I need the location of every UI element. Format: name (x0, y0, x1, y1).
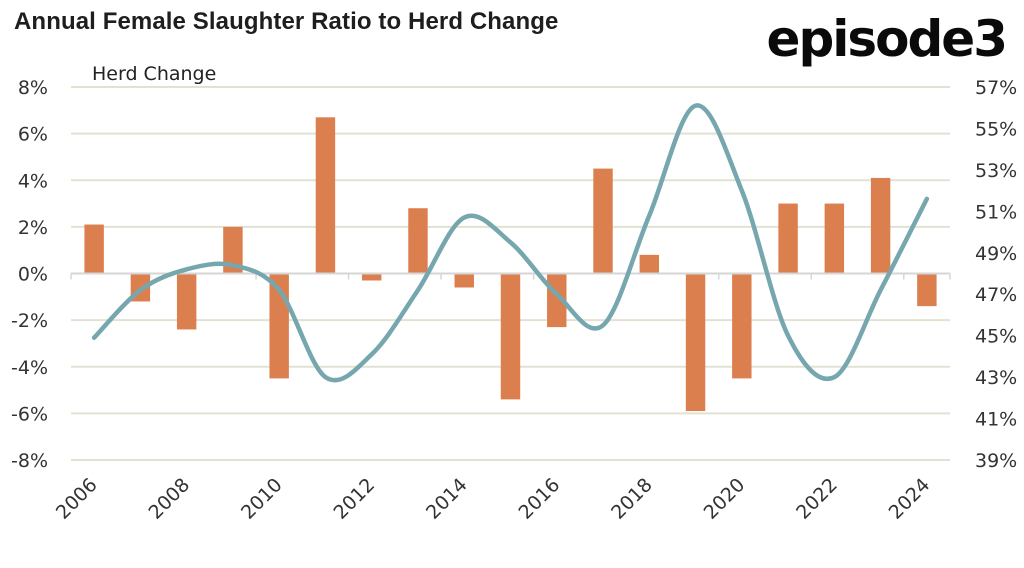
x-axis-labels: 2006 2008 2010 2012 2014 2016 2018 2020 2022 2024 (52, 474, 934, 524)
bar (176, 273, 197, 330)
x-tick-label: 2022 (792, 474, 842, 524)
bar (732, 273, 752, 379)
bar (315, 117, 336, 274)
y-tick-label: 8% (18, 77, 48, 99)
bar (500, 273, 521, 400)
y-tick-label: -8% (11, 450, 48, 472)
chart-title: Annual Female Slaughter Ratio to Herd Ch… (14, 8, 559, 35)
bar-series-herd-change (84, 117, 937, 412)
x-tick-label: 2016 (515, 474, 565, 524)
y2-tick-label: 51% (975, 201, 1017, 223)
x-tick-label: 2020 (700, 474, 750, 524)
y-tick-label: 0% (18, 264, 48, 286)
x-tick-label: 2010 (237, 474, 287, 524)
bar (685, 273, 706, 412)
bar (408, 208, 428, 274)
x-tick-label: 2012 (329, 474, 379, 524)
bar (593, 168, 613, 274)
x-tick-label: 2024 (885, 474, 935, 524)
line-series-slaughter-ratio (91, 103, 930, 383)
y-axis-left: 8% 6% 4% 2% 0% -2% -4% -6% -8% (11, 77, 48, 472)
y-tick-label: -4% (11, 357, 48, 379)
bar (84, 224, 104, 274)
line-path (91, 103, 930, 383)
x-tick-label: 2006 (52, 474, 102, 524)
bar (778, 203, 798, 274)
bar (223, 226, 243, 274)
y-axis-right: 57% 55% 53% 51% 49% 47% 45% 43% 41% 39% (975, 77, 1017, 472)
y2-tick-label: 39% (975, 450, 1017, 472)
y-tick-label: -2% (11, 310, 48, 332)
x-tick-label: 2008 (144, 474, 194, 524)
bar (639, 254, 660, 274)
y-tick-label: -6% (11, 403, 48, 425)
y-tick-label: 6% (18, 124, 48, 146)
y2-tick-label: 53% (975, 160, 1017, 182)
y2-tick-label: 47% (975, 284, 1017, 306)
y-tick-label: 4% (18, 170, 48, 192)
y2-tick-label: 41% (975, 409, 1017, 431)
y2-tick-label: 57% (975, 77, 1017, 99)
gridlines (71, 86, 950, 461)
episode3-logo: episode3 (766, 10, 1008, 68)
y2-tick-label: 49% (975, 243, 1017, 265)
bar (454, 273, 474, 288)
x-tick-label: 2018 (607, 474, 657, 524)
bar (917, 273, 937, 307)
bar (361, 273, 382, 281)
y2-tick-label: 43% (975, 367, 1017, 389)
bar (824, 203, 845, 274)
bar (870, 177, 891, 274)
x-tick-label: 2014 (422, 474, 472, 524)
y-axis-title: Herd Change (92, 63, 216, 85)
y2-tick-label: 55% (975, 118, 1017, 140)
y-tick-label: 2% (18, 217, 48, 239)
y2-tick-label: 45% (975, 326, 1017, 348)
